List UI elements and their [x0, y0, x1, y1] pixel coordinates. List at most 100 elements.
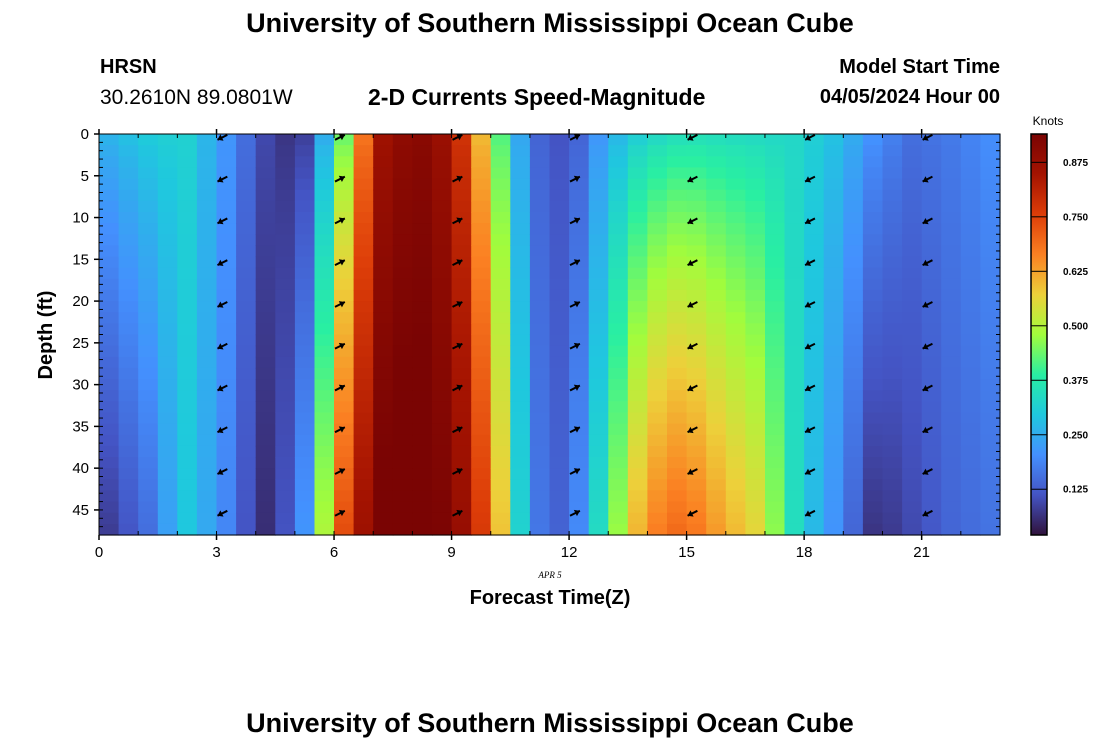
- heatmap-cell: [275, 501, 296, 514]
- heatmap-cell: [627, 412, 648, 425]
- heatmap-cell: [627, 356, 648, 369]
- heatmap-cell: [314, 379, 335, 391]
- current-arrow: [922, 133, 933, 141]
- heatmap-cell: [275, 390, 296, 402]
- heatmap-cell: [118, 189, 139, 202]
- heatmap-cell: [314, 212, 335, 224]
- heatmap-cell: [549, 145, 570, 157]
- heatmap-cell: [960, 434, 981, 447]
- heatmap-cell: [373, 468, 394, 480]
- heatmap-cell: [784, 223, 805, 235]
- heatmap-cell: [667, 367, 688, 380]
- heatmap-cell: [529, 523, 551, 536]
- heatmap-cell: [236, 334, 257, 347]
- heatmap-cell: [157, 434, 178, 447]
- heatmap-cell: [569, 245, 590, 258]
- heatmap-cell: [980, 323, 1001, 336]
- colorbar-tick-label: 0.250: [1063, 430, 1088, 441]
- heatmap-cell: [784, 434, 805, 447]
- heatmap-cell: [177, 390, 198, 402]
- heatmap-cell: [138, 401, 159, 413]
- heatmap-cell: [725, 479, 746, 491]
- heatmap-cell: [412, 134, 433, 146]
- heatmap-cell: [980, 434, 1001, 447]
- heatmap-cell: [706, 189, 727, 202]
- heatmap-cell: [725, 501, 746, 514]
- heatmap-cell: [138, 390, 159, 402]
- heatmap-cell: [392, 468, 413, 480]
- x-tick-label: 21: [913, 544, 930, 561]
- heatmap-cell: [314, 356, 335, 369]
- heatmap-cell: [862, 490, 884, 503]
- heatmap-cell: [804, 401, 825, 413]
- heatmap-cell: [902, 356, 923, 369]
- heatmap-cell: [725, 334, 746, 347]
- heatmap-cell: [882, 223, 903, 235]
- heatmap-cell: [823, 212, 844, 224]
- current-arrow: [569, 426, 581, 434]
- minor-ticks: [98, 133, 1001, 536]
- heatmap-cell: [882, 245, 903, 258]
- heatmap-cell: [647, 234, 668, 246]
- heatmap-cell: [196, 223, 218, 235]
- heatmap-cell: [843, 490, 864, 503]
- heatmap-cell: [177, 512, 198, 525]
- heatmap-cell: [588, 345, 609, 358]
- heatmap-cell: [177, 200, 198, 213]
- heatmap-cell: [412, 212, 433, 224]
- heatmap-cell: [921, 267, 942, 280]
- heatmap-cell: [373, 334, 394, 347]
- heatmap-cell: [960, 256, 981, 269]
- heatmap-cell: [843, 523, 864, 536]
- current-arrow: [804, 133, 816, 141]
- heatmap-cell: [706, 379, 727, 391]
- heatmap-cell: [882, 367, 903, 380]
- current-arrow: [452, 384, 463, 392]
- heatmap-cell: [647, 256, 668, 269]
- heatmap-cell: [392, 345, 413, 358]
- heatmap-cell: [667, 390, 688, 402]
- heatmap-cell: [451, 501, 472, 514]
- heatmap-cell: [686, 356, 707, 369]
- heatmap-cell: [941, 423, 962, 436]
- heatmap-cell: [980, 468, 1001, 480]
- heatmap-cell: [177, 234, 198, 246]
- heatmap-cell: [627, 189, 648, 202]
- current-arrow: [804, 217, 816, 225]
- heatmap-cell: [412, 167, 433, 180]
- heatmap-cell: [373, 167, 394, 180]
- heatmap-cell: [667, 212, 688, 224]
- heatmap-cell: [471, 334, 492, 347]
- heatmap-cell: [706, 512, 727, 525]
- heatmap-cell: [334, 156, 355, 168]
- heatmap-cell: [608, 178, 629, 191]
- heatmap-cell: [177, 223, 198, 235]
- heatmap-cell: [862, 223, 884, 235]
- heatmap-cell: [294, 223, 316, 235]
- heatmap-cell: [882, 212, 903, 224]
- heatmap-cell: [490, 178, 511, 191]
- current-arrow: [217, 342, 228, 350]
- heatmap-cell: [882, 457, 903, 469]
- heatmap-cell: [588, 223, 609, 235]
- heatmap-cell: [451, 479, 472, 491]
- heatmap-cell: [549, 412, 570, 425]
- heatmap-cell: [706, 367, 727, 380]
- heatmap-cell: [588, 423, 609, 436]
- heatmap-cell: [177, 256, 198, 269]
- heatmap-cell: [471, 345, 492, 358]
- current-arrow: [334, 133, 346, 141]
- heatmap-cell: [902, 434, 923, 447]
- y-tick-label: 15: [72, 251, 89, 268]
- heatmap-cell: [294, 390, 316, 402]
- heatmap-cell: [784, 501, 805, 514]
- station-coordinates: 30.2610N 89.0801W: [100, 86, 293, 109]
- heatmap-cell: [843, 301, 864, 313]
- heatmap-cell: [451, 401, 472, 413]
- heatmap-cell: [294, 423, 316, 436]
- x-axis: 0 3 6 9 12 15 18 21: [95, 129, 930, 561]
- heatmap-cell: [490, 512, 511, 525]
- heatmap-cell: [471, 390, 492, 402]
- heatmap-cell: [921, 134, 942, 146]
- heatmap-cell: [471, 379, 492, 391]
